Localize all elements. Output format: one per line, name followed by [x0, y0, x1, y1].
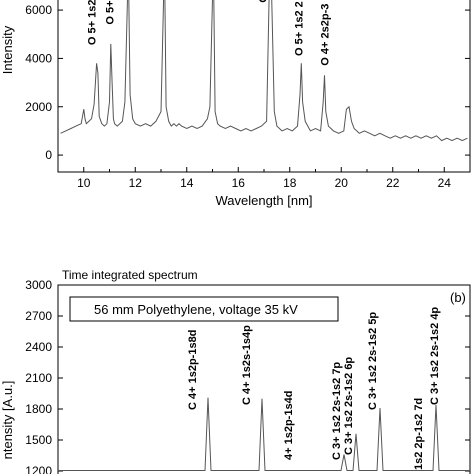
bottom-y-axis: 1200 1500 1800 2100 2400 2700 3000 [25, 278, 470, 474]
bottom-y-tick-label: 1200 [25, 464, 52, 474]
top-y-axis-label: Intensity [0, 25, 15, 74]
bottom-note-text: 56 mm Polyethylene, voltage 35 kV [94, 302, 298, 317]
top-x-tick-label: 22 [386, 176, 400, 190]
bottom-peak-label: 4+ 1s2p-1s4d [283, 391, 295, 460]
bottom-peak-label: C 3+ 1s2 2s-1s2 6p [343, 357, 355, 455]
bottom-y-tick-label: 2400 [25, 340, 52, 354]
top-x-axis-label: Wavelength [nm] [215, 193, 312, 208]
top-x-tick-label: 20 [335, 176, 349, 190]
top-y-tick-label: 2000 [25, 100, 52, 114]
bottom-peak-label: C 4+ 1s2p-1s8d [187, 330, 199, 410]
bottom-y-tick-label: 2700 [25, 309, 52, 323]
top-peak-labels: O 5+ 1s2 2s- O 5+ 1s2 O 5+ 1s2 2 O 4+ 2s2p-… [86, 0, 331, 66]
bottom-y-tick-label: 1800 [25, 402, 52, 416]
top-x-tick-label: 24 [438, 176, 452, 190]
top-x-tick-label: 10 [77, 176, 91, 190]
top-panel: 0 2000 4000 6000 10 12 14 16 18 20 22 24 O 5+ 1s2 … [0, 0, 471, 208]
bottom-peak-label: C 4+ 1s2s-1s4p [241, 325, 253, 405]
top-y-axis: 0 2000 4000 6000 [25, 3, 470, 162]
bottom-peak-label: C 3+ 1s2 2s-1s2 4p [429, 307, 441, 405]
top-y-tick-label: 4000 [25, 51, 52, 65]
bottom-note-box [69, 296, 339, 322]
bottom-plot-frame [57, 284, 471, 474]
bottom-y-tick-label: 3000 [25, 278, 52, 292]
bottom-panel: Time integrated spectrum (b) 56 mm Polye… [0, 268, 471, 474]
top-x-tick-label: 14 [180, 176, 194, 190]
top-x-axis: 10 12 14 16 18 20 22 24 [57, 167, 471, 190]
bottom-panel-title: Time integrated spectrum [62, 268, 198, 282]
bottom-y-axis-label: ntensity [A.u.] [0, 381, 15, 460]
top-plot-frame [57, 0, 471, 173]
top-spectrum-line [60, 0, 468, 142]
top-peak-label: O 4+ 2s2p-3 [319, 4, 331, 66]
top-x-tick-label: 18 [283, 176, 297, 190]
top-y-tick-label: 6000 [25, 3, 52, 17]
top-x-tick-label: 12 [129, 176, 143, 190]
bottom-spectrum-line [58, 397, 470, 471]
bottom-y-tick-label: 1500 [25, 433, 52, 447]
bottom-panel-label: (b) [450, 290, 466, 305]
top-peak-label: O [258, 0, 270, 3]
bottom-peak-labels: C 4+ 1s2p-1s8d C 4+ 1s2s-1s4p 4+ 1s2p-1s4d… [187, 307, 441, 470]
bottom-peak-label: C 3+ 1s2 2s-1s2 5p [367, 312, 379, 410]
top-x-tick-label: 16 [232, 176, 246, 190]
bottom-peak-label: 1s2 2p-1s2 7d [413, 398, 425, 470]
bottom-peak-label: C 3+ 1s2 2s-1s2 7p [331, 362, 343, 460]
top-y-tick-label: 0 [45, 148, 52, 162]
top-peak-label: O 5+ 1s2 2s- [86, 0, 98, 45]
bottom-y-tick-label: 2100 [25, 371, 52, 385]
top-peak-label: O 5+ 1s2 [104, 0, 116, 25]
top-peak-label: O 5+ 1s2 2 [294, 1, 306, 56]
